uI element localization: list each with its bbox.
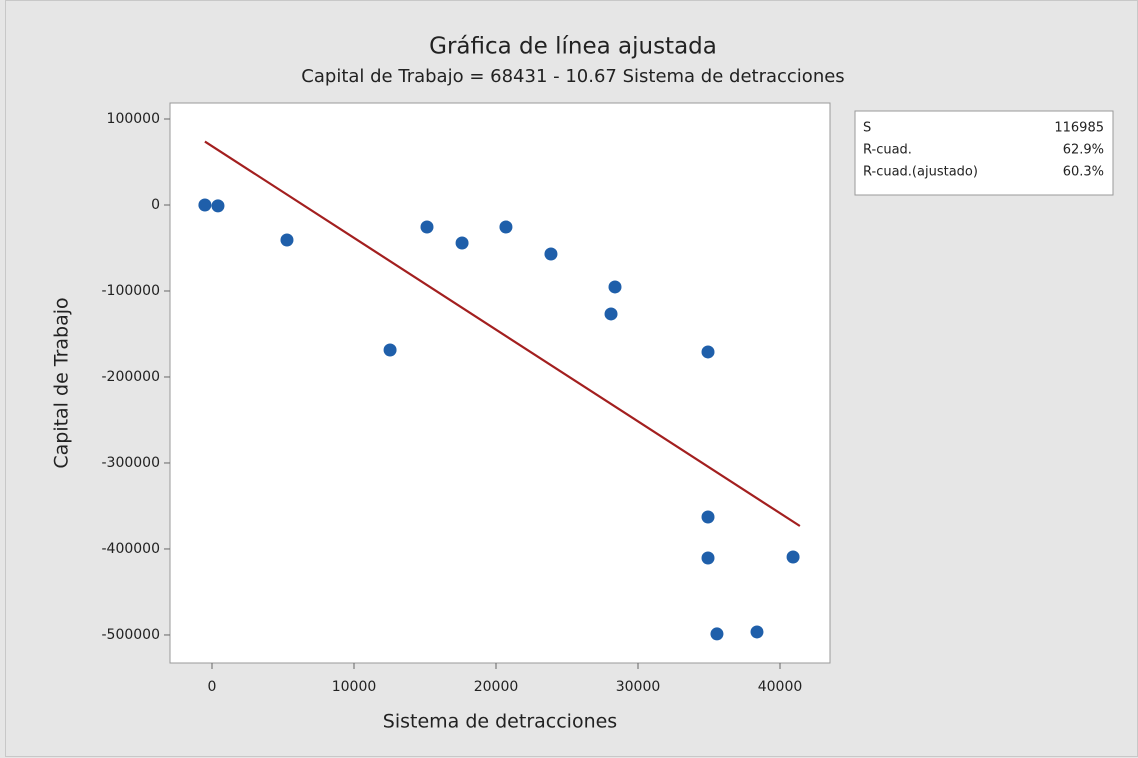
stat-value: 116985 — [1054, 121, 1104, 136]
point — [544, 247, 558, 261]
plot-area — [169, 102, 831, 664]
point — [750, 625, 764, 639]
chart-title: Gráfica de línea ajustada — [429, 34, 717, 60]
point — [420, 220, 434, 234]
x-tick-label: 0 — [208, 679, 217, 695]
point — [701, 551, 715, 565]
y-tick-label: -400000 — [102, 541, 161, 557]
y-tick-label: -300000 — [102, 455, 161, 471]
point — [701, 345, 715, 359]
stat-label: R-cuad.(ajustado) — [863, 165, 978, 180]
point — [786, 550, 800, 564]
point — [604, 307, 618, 321]
y-tick-label: 0 — [151, 197, 160, 213]
y-tick-label: -500000 — [102, 627, 161, 643]
stat-value: 62.9% — [1063, 143, 1104, 158]
y-tick-label: -100000 — [102, 283, 161, 299]
y-axis-label: Capital de Trabajo — [51, 297, 73, 468]
stat-value: 60.3% — [1063, 165, 1104, 180]
chart-subtitle: Capital de Trabajo = 68431 - 10.67 Siste… — [301, 66, 844, 87]
x-tick-label: 30000 — [616, 679, 661, 695]
point — [211, 199, 225, 213]
point — [701, 510, 715, 524]
point — [455, 236, 469, 250]
x-tick-label: 40000 — [758, 679, 803, 695]
point — [499, 220, 513, 234]
y-tick-label: -200000 — [102, 369, 161, 385]
fit-line — [204, 140, 801, 527]
x-axis-label: Sistema de detracciones — [383, 711, 617, 733]
point — [198, 198, 212, 212]
x-tick-label: 10000 — [332, 679, 377, 695]
x-tick-label: 20000 — [474, 679, 519, 695]
stats-box — [854, 110, 1114, 196]
y-tick-label: 100000 — [107, 111, 160, 127]
point — [383, 343, 397, 357]
stat-label: S — [863, 121, 871, 136]
point — [710, 627, 724, 641]
point — [280, 233, 294, 247]
point — [608, 280, 622, 294]
stat-label: R-cuad. — [863, 143, 912, 158]
